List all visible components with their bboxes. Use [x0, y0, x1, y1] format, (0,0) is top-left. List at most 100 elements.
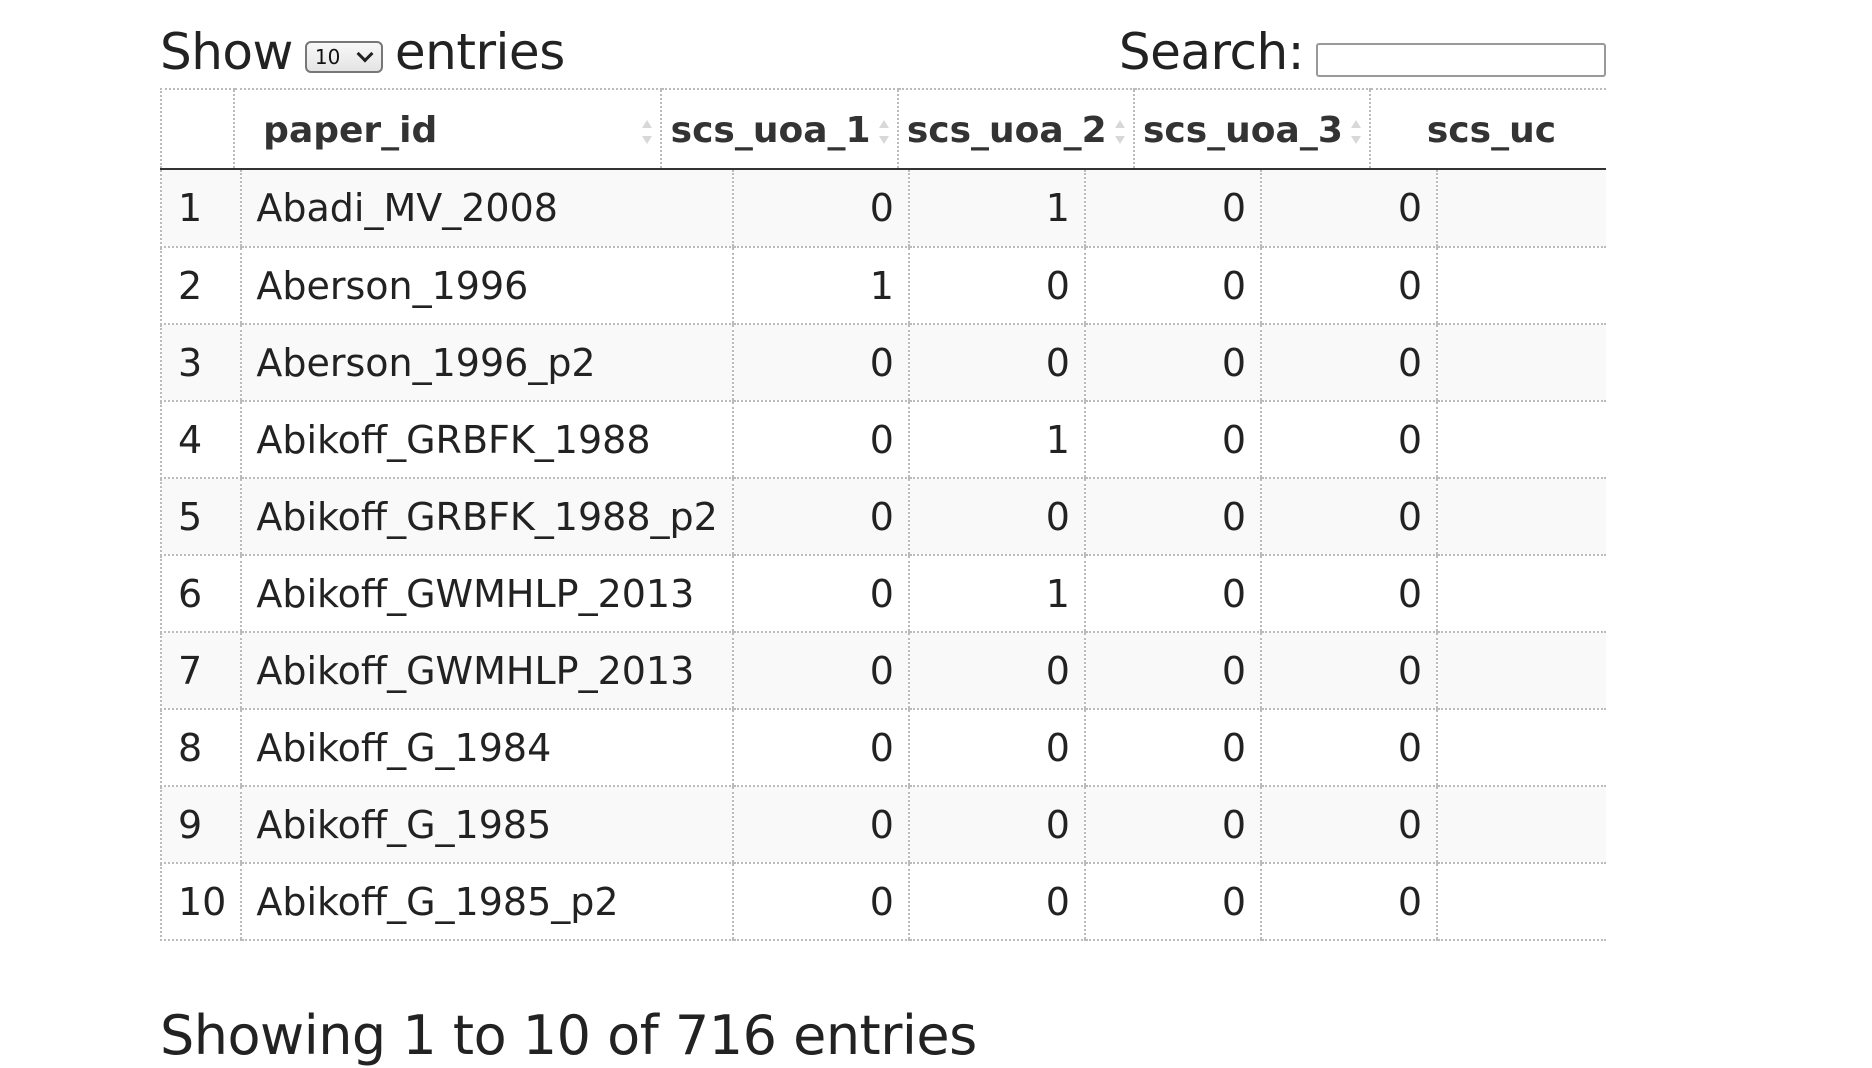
paper-id-cell: Abikoff_G_1985 [240, 786, 733, 864]
row-index-cell: 2 [160, 247, 242, 325]
value-cell: 1 [907, 401, 1085, 479]
column-header-index [160, 88, 235, 170]
table-row[interactable]: 10 Abikoff_G_1985_p2 0 0 0 0 [160, 863, 1606, 941]
overflow-cell [1436, 632, 1606, 710]
value-cell: 1 [907, 170, 1085, 248]
table-row[interactable]: 6 Abikoff_GWMHLP_2013 0 1 0 0 [160, 555, 1606, 633]
value-cell: 0 [1083, 170, 1262, 248]
table-body: 1 Abadi_MV_2008 0 1 0 0 2 Aberson_1996 1 0 0 0 3 Aber… [160, 170, 1606, 941]
value-cell: 0 [731, 170, 909, 248]
row-index-cell: 1 [160, 170, 242, 248]
row-index-cell: 3 [160, 324, 242, 402]
paper-id-cell: Aberson_1996_p2 [240, 324, 733, 402]
value-cell: 0 [731, 555, 909, 633]
overflow-cell [1436, 863, 1606, 941]
value-cell: 1 [731, 247, 909, 325]
table-row[interactable]: 2 Aberson_1996 1 0 0 0 [160, 247, 1606, 325]
row-index-cell: 7 [160, 632, 242, 710]
table-row[interactable]: 3 Aberson_1996_p2 0 0 0 0 [160, 324, 1606, 402]
value-cell: 0 [907, 786, 1085, 864]
table-row[interactable]: 7 Abikoff_GWMHLP_2013 0 0 0 0 [160, 632, 1606, 710]
paper-id-cell: Abikoff_GWMHLP_2013 [240, 632, 733, 710]
overflow-cell [1436, 555, 1606, 633]
search-input[interactable] [1316, 43, 1606, 77]
table-scroll-area[interactable]: paper_id scs_uoa_1 scs_uoa_2 scs_uoa_3 [160, 88, 1606, 958]
page-length-control: Show 10 entries [160, 20, 565, 84]
value-cell: 0 [1260, 786, 1438, 864]
value-cell: 0 [1083, 863, 1262, 941]
column-header-scs-uoa-4[interactable]: scs_uc [1368, 88, 1606, 170]
value-cell: 0 [1083, 709, 1262, 787]
search-label: Search: [1118, 23, 1305, 81]
page-length-select[interactable]: 10 [304, 41, 383, 73]
search-control: Search: [1119, 20, 1606, 84]
table-row[interactable]: 5 Abikoff_GRBFK_1988_p2 0 0 0 0 [160, 478, 1606, 556]
value-cell: 1 [907, 555, 1085, 633]
sort-icon [642, 120, 653, 144]
header-row: paper_id scs_uoa_1 scs_uoa_2 scs_uoa_3 [160, 88, 1606, 170]
chevron-down-icon [356, 45, 374, 63]
value-cell: 0 [1260, 324, 1438, 402]
column-header-paper-id[interactable]: paper_id [233, 88, 662, 170]
value-cell: 0 [731, 786, 909, 864]
value-cell: 0 [1083, 786, 1262, 864]
row-index-cell: 5 [160, 478, 242, 556]
row-index-cell: 10 [160, 863, 242, 941]
value-cell: 0 [1083, 632, 1262, 710]
value-cell: 0 [731, 478, 909, 556]
value-cell: 0 [731, 324, 909, 402]
overflow-cell [1436, 786, 1606, 864]
value-cell: 0 [907, 247, 1085, 325]
table-info: Showing 1 to 10 of 716 entries [160, 1004, 977, 1067]
value-cell: 0 [907, 324, 1085, 402]
datatable-wrapper: Show 10 entries Search: [160, 0, 1606, 1067]
value-cell: 0 [907, 478, 1085, 556]
value-cell: 0 [907, 709, 1085, 787]
value-cell: 0 [1260, 863, 1438, 941]
overflow-cell [1436, 478, 1606, 556]
overflow-cell [1436, 247, 1606, 325]
value-cell: 0 [731, 632, 909, 710]
sort-icon [1114, 120, 1125, 144]
paper-id-cell: Abikoff_G_1984 [240, 709, 733, 787]
value-cell: 0 [1260, 401, 1438, 479]
table-row[interactable]: 9 Abikoff_G_1985 0 0 0 0 [160, 786, 1606, 864]
column-header-scs-uoa-2[interactable]: scs_uoa_2 [896, 88, 1134, 170]
row-index-cell: 6 [160, 555, 242, 633]
paper-id-cell: Abikoff_G_1985_p2 [240, 863, 733, 941]
paper-id-cell: Abikoff_GWMHLP_2013 [240, 555, 733, 633]
column-header-scs-uoa-1[interactable]: scs_uoa_1 [660, 88, 898, 170]
value-cell: 0 [1083, 401, 1262, 479]
paper-id-cell: Abadi_MV_2008 [240, 170, 733, 248]
value-cell: 0 [1260, 478, 1438, 556]
overflow-cell [1436, 709, 1606, 787]
sort-icon [1350, 120, 1361, 144]
table-row[interactable]: 4 Abikoff_GRBFK_1988 0 1 0 0 [160, 401, 1606, 479]
row-index-cell: 8 [160, 709, 242, 787]
value-cell: 0 [1260, 247, 1438, 325]
overflow-cell [1436, 401, 1606, 479]
column-header-scs-uoa-3[interactable]: scs_uoa_3 [1132, 88, 1370, 170]
table-row[interactable]: 1 Abadi_MV_2008 0 1 0 0 [160, 170, 1606, 248]
entries-label: entries [394, 23, 565, 81]
paper-id-cell: Abikoff_GRBFK_1988 [240, 401, 733, 479]
value-cell: 0 [1083, 555, 1262, 633]
value-cell: 0 [731, 709, 909, 787]
overflow-cell [1436, 170, 1606, 248]
value-cell: 0 [1260, 709, 1438, 787]
table-row[interactable]: 8 Abikoff_G_1984 0 0 0 0 [160, 709, 1606, 787]
table-controls: Show 10 entries Search: [160, 0, 1606, 88]
value-cell: 0 [731, 863, 909, 941]
table-header: paper_id scs_uoa_1 scs_uoa_2 scs_uoa_3 [160, 88, 1606, 170]
value-cell: 0 [1083, 324, 1262, 402]
sort-icon [878, 120, 889, 144]
paper-id-cell: Aberson_1996 [240, 247, 733, 325]
value-cell: 0 [907, 863, 1085, 941]
value-cell: 0 [1260, 632, 1438, 710]
paper-id-cell: Abikoff_GRBFK_1988_p2 [240, 478, 733, 556]
value-cell: 0 [1260, 555, 1438, 633]
show-label: Show [160, 23, 293, 81]
page-length-value: 10 [314, 45, 341, 69]
row-index-cell: 4 [160, 401, 242, 479]
overflow-cell [1436, 324, 1606, 402]
